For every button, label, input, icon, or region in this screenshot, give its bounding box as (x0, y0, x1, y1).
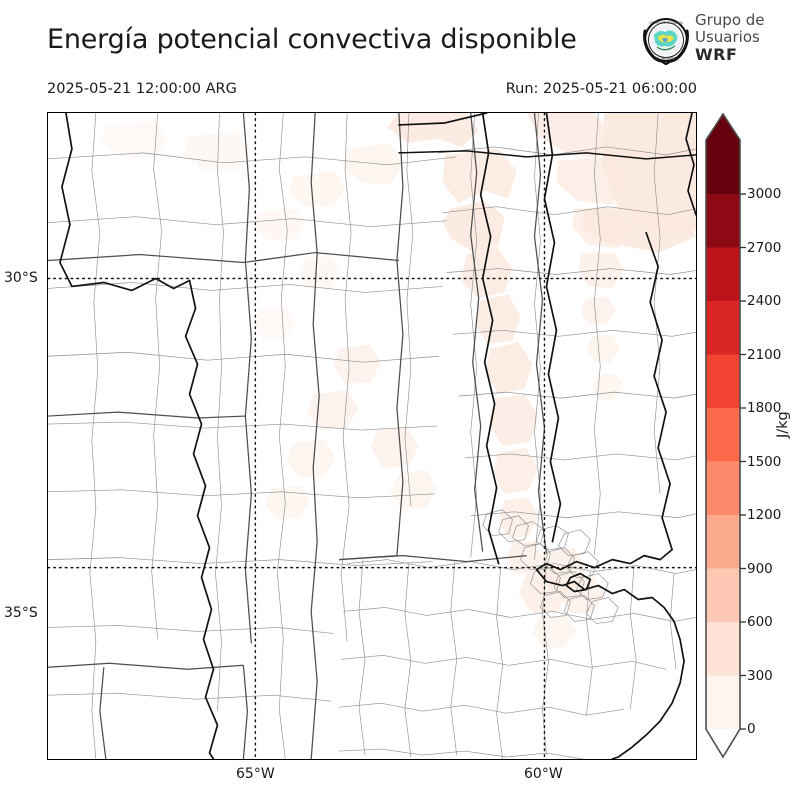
colorbar-tick-2700: 2700 (747, 239, 782, 256)
colorbar-tick-2400: 2400 (747, 293, 782, 309)
colorbar-tick-900: 900 (747, 560, 773, 577)
colorbar-over-arrow (706, 114, 740, 140)
gridlines (48, 113, 696, 759)
ytick-label-30s: 30°S (4, 270, 38, 286)
colorbar-swatches (705, 112, 746, 759)
wrf-user-group-logo: GRUPO DE USUARIOS WRF ARGENTINA Grupo de… (641, 11, 793, 72)
colorbar-band-group (706, 140, 740, 729)
colorbar-tick-0: 0 (747, 721, 756, 737)
colorbar-unit-label: J/kg (775, 411, 791, 438)
colorbar-under-arrow (706, 729, 740, 757)
admin2-boundaries (48, 113, 696, 759)
colorbar-tick-2100: 2100 (747, 346, 782, 363)
map-canvas[interactable] (47, 112, 697, 760)
logo-line-3: WRF (695, 45, 738, 64)
logo-line-2: Usuarios (695, 28, 760, 46)
colorbar-tick-1200: 1200 (747, 507, 782, 523)
colorbar-tick-1500: 1500 (747, 453, 782, 470)
ytick-label-35s: 35°S (4, 605, 38, 621)
page-title: Energía potencial convectiva disponible (47, 24, 577, 55)
colorbar-ticks (740, 193, 746, 730)
cape-shading-layer (101, 113, 696, 648)
colorbar-outline (705, 112, 741, 759)
logo-text-block: Grupo de Usuarios WRF (695, 11, 765, 64)
valid-time-label: 2025-05-21 12:00:00 ARG (47, 81, 237, 97)
colorbar-tick-3000: 3000 (747, 186, 782, 202)
xtick-label-60w: 60°W (524, 766, 563, 782)
colorbar-tick-600: 600 (747, 614, 773, 630)
colorbar[interactable]: 0 300 600 900 1200 1500 1800 2100 2400 2… (700, 112, 800, 762)
globe-emblem-icon: GRUPO DE USUARIOS WRF ARGENTINA (643, 18, 689, 65)
svg-text:GRUPO DE USUARIOS: GRUPO DE USUARIOS (649, 21, 683, 25)
run-time-label: Run: 2025-05-21 06:00:00 (505, 81, 697, 97)
colorbar-tick-1800: 1800 (747, 400, 782, 416)
colorbar-tick-300: 300 (747, 667, 773, 684)
map-vector-layer (48, 113, 696, 759)
logo-line-1: Grupo de (695, 11, 765, 29)
xtick-label-65w: 65°W (236, 766, 275, 782)
coastline-layer (59, 113, 696, 759)
svg-text:WRF ARGENTINA: WRF ARGENTINA (653, 57, 680, 61)
